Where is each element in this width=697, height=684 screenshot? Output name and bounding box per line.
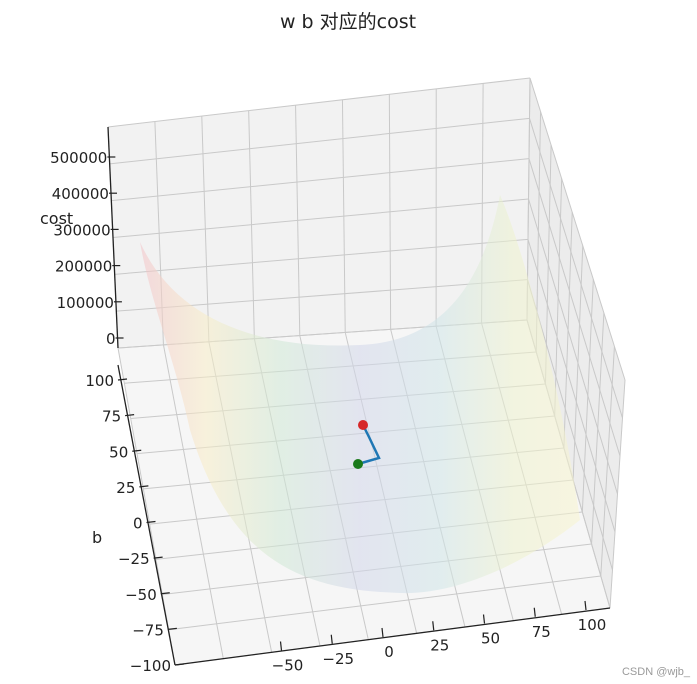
start-point-marker bbox=[358, 420, 368, 430]
z-tick-label: 200000 bbox=[55, 258, 112, 276]
back-grid-horizontal bbox=[107, 77, 531, 128]
z-tick-label: 0 bbox=[106, 330, 116, 348]
side-grid-horizontal bbox=[529, 118, 623, 419]
x-tick-mark bbox=[279, 641, 283, 651]
z-tick-label: 500000 bbox=[50, 149, 107, 167]
y-tick-mark bbox=[174, 663, 185, 666]
x-tick-label: 75 bbox=[532, 623, 551, 641]
y-tick-mark bbox=[160, 592, 170, 595]
x-tick-mark bbox=[482, 614, 486, 624]
z-tick-label: 300000 bbox=[53, 221, 110, 239]
x-tick-mark bbox=[533, 607, 536, 617]
y-tick-mark bbox=[139, 485, 149, 488]
back-pane bbox=[108, 78, 530, 348]
y-axis-label: b bbox=[92, 528, 102, 547]
x-tick-mark bbox=[330, 634, 333, 644]
y-tick-label: 50 bbox=[109, 443, 128, 461]
x-tick-label: −25 bbox=[322, 650, 354, 668]
x-tick-mark bbox=[432, 621, 435, 631]
y-tick-mark bbox=[117, 378, 128, 381]
floor-grid-line bbox=[168, 575, 601, 631]
y-tick-mark bbox=[132, 449, 142, 452]
x-tick-label: 50 bbox=[481, 630, 500, 648]
y-tick-mark bbox=[125, 414, 135, 417]
y-tick-label: 100 bbox=[85, 372, 114, 390]
y-tick-label: 25 bbox=[116, 479, 135, 497]
y-tick-label: −25 bbox=[118, 550, 150, 568]
side-grid-horizontal bbox=[529, 77, 626, 381]
floor-grid-line bbox=[162, 344, 224, 659]
z-tick-label: 400000 bbox=[52, 185, 109, 203]
y-tick-label: −50 bbox=[125, 586, 157, 604]
side-grid-horizontal bbox=[527, 239, 616, 533]
y-tick-label: −75 bbox=[132, 621, 164, 639]
side-grid-horizontal bbox=[527, 279, 613, 571]
back-grid-horizontal bbox=[112, 198, 529, 238]
x-tick-mark bbox=[381, 627, 384, 638]
y-tick-label: −100 bbox=[130, 657, 171, 675]
back-grid-horizontal bbox=[114, 238, 529, 275]
x-tick-label: 25 bbox=[430, 636, 449, 654]
z-axis-label: cost bbox=[40, 209, 73, 228]
chart-title: w b 对应的cost bbox=[280, 11, 416, 33]
y-tick-mark bbox=[153, 556, 163, 559]
y-tick-label: 0 bbox=[133, 515, 143, 533]
z-tick-label: 100000 bbox=[57, 294, 114, 312]
y-tick-mark bbox=[167, 627, 177, 630]
x-tick-label: −50 bbox=[272, 657, 304, 675]
back-grid-horizontal bbox=[111, 158, 530, 202]
y-tick-label: 75 bbox=[102, 408, 121, 426]
side-grid-horizontal bbox=[528, 158, 621, 457]
x-tick-label: 0 bbox=[384, 643, 394, 661]
z-axis-line bbox=[107, 126, 119, 349]
y-tick-mark bbox=[146, 520, 156, 524]
descent-path-line bbox=[357, 424, 381, 466]
x-axis-line bbox=[174, 607, 611, 666]
side-grid-horizontal bbox=[528, 198, 618, 495]
watermark: CSDN @wjb_ bbox=[622, 666, 691, 678]
x-tick-label: 100 bbox=[578, 616, 607, 634]
x-tick-mark bbox=[584, 600, 587, 611]
end-point-marker bbox=[353, 459, 363, 469]
back-grid-horizontal bbox=[109, 117, 530, 165]
cost-surface bbox=[140, 195, 580, 594]
side-pane bbox=[527, 78, 625, 608]
